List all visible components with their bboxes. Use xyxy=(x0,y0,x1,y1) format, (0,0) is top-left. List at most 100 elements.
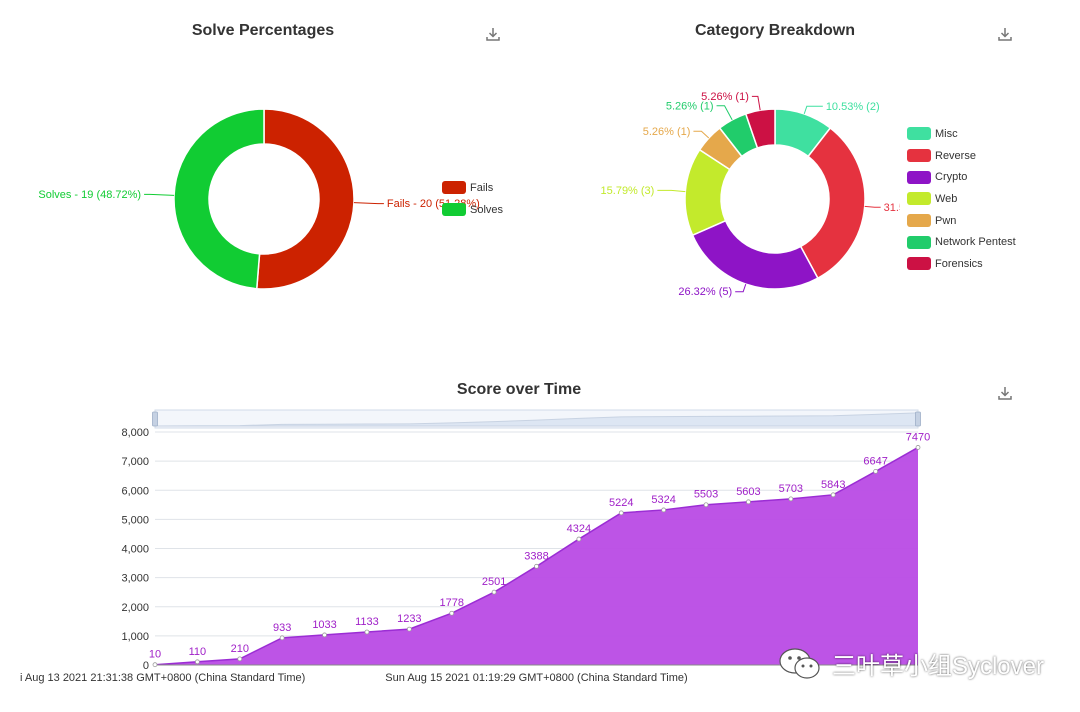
legend-item-pwn[interactable]: Pwn xyxy=(907,210,1016,232)
y-tick-label: 3,000 xyxy=(121,573,149,585)
legend-label: Forensics xyxy=(935,258,983,270)
legend-swatch xyxy=(907,127,931,140)
y-tick-label: 8,000 xyxy=(121,427,149,439)
slice-solves[interactable] xyxy=(174,109,264,289)
label-forensics: 5.26% (1) xyxy=(701,91,749,103)
legend-swatch xyxy=(442,181,466,194)
data-label: 7470 xyxy=(906,431,930,443)
x-tick-label: Sun Aug 15 2021 01:19:29 GMT+0800 (China… xyxy=(385,672,687,684)
y-tick-label: 5,000 xyxy=(121,514,149,526)
legend-label: Misc xyxy=(935,128,958,140)
data-point[interactable] xyxy=(831,493,835,497)
data-point[interactable] xyxy=(916,445,920,449)
label-line-reverse xyxy=(865,206,881,207)
legend-label: Network Pentest xyxy=(935,236,1016,248)
data-label: 4324 xyxy=(567,523,591,535)
legend-item-misc[interactable]: Misc xyxy=(907,123,1016,145)
watermark-text: 三叶草小组Syclover xyxy=(832,646,1044,681)
label-line-misc xyxy=(804,106,823,114)
legend-item-solves[interactable]: Solves xyxy=(442,199,503,221)
label-pwn: 5.26% (1) xyxy=(643,126,691,138)
legend-swatch xyxy=(907,171,931,184)
data-point[interactable] xyxy=(195,660,199,664)
y-tick-label: 6,000 xyxy=(121,485,149,497)
category-breakdown-legend: Misc Reverse Crypto Web Pwn Network Pentest Fo… xyxy=(907,123,1016,275)
data-point[interactable] xyxy=(407,627,411,631)
data-label: 6647 xyxy=(863,455,887,467)
legend-swatch xyxy=(442,203,466,216)
legend-item-crypto[interactable]: Crypto xyxy=(907,166,1016,188)
data-point[interactable] xyxy=(704,503,708,507)
legend-swatch xyxy=(907,214,931,227)
data-point[interactable] xyxy=(874,469,878,473)
data-point[interactable] xyxy=(280,636,284,640)
legend-item-web[interactable]: Web xyxy=(907,188,1016,210)
slice-crypto[interactable] xyxy=(693,221,818,289)
legend-item-forensics[interactable]: Forensics xyxy=(907,253,1016,275)
label-line-forensics xyxy=(752,96,760,110)
data-point[interactable] xyxy=(746,500,750,504)
data-point[interactable] xyxy=(662,508,666,512)
data-point[interactable] xyxy=(577,537,581,541)
legend-item-fails[interactable]: Fails xyxy=(442,177,503,199)
solve-percentages-legend: Fails Solves xyxy=(442,177,503,220)
slice-fails[interactable] xyxy=(257,109,354,289)
data-point[interactable] xyxy=(365,630,369,634)
label-line-solves xyxy=(144,194,174,195)
data-label: 1033 xyxy=(312,619,336,631)
label-reverse: 31.58% (6) xyxy=(884,202,900,214)
legend-swatch xyxy=(907,192,931,205)
data-point[interactable] xyxy=(492,590,496,594)
download-icon[interactable] xyxy=(485,26,501,42)
label-crypto: 26.32% (5) xyxy=(678,286,732,298)
label-solves: Solves - 19 (48.72%) xyxy=(38,189,141,201)
data-label: 2501 xyxy=(482,576,506,588)
label-web: 15.79% (3) xyxy=(601,185,655,197)
data-label: 1133 xyxy=(355,616,379,628)
download-icon[interactable] xyxy=(997,26,1013,42)
data-label: 5324 xyxy=(651,494,675,506)
data-label: 3388 xyxy=(524,550,548,562)
data-point[interactable] xyxy=(789,497,793,501)
y-tick-label: 2,000 xyxy=(121,602,149,614)
data-label: 1233 xyxy=(397,613,421,625)
data-label: 933 xyxy=(273,622,291,634)
data-label: 5224 xyxy=(609,497,633,509)
category-breakdown-title: Category Breakdown xyxy=(655,22,895,40)
data-point[interactable] xyxy=(535,564,539,568)
legend-label: Reverse xyxy=(935,150,976,162)
y-tick-label: 7,000 xyxy=(121,456,149,468)
label-line-network-pentest xyxy=(717,106,733,120)
data-label: 5703 xyxy=(779,483,803,495)
zoom-handle-left[interactable] xyxy=(153,412,158,426)
data-label: 210 xyxy=(231,643,249,655)
legend-label: Solves xyxy=(470,204,503,216)
zoom-handle-right[interactable] xyxy=(916,412,921,426)
legend-label: Pwn xyxy=(935,215,956,227)
legend-item-reverse[interactable]: Reverse xyxy=(907,145,1016,167)
data-point[interactable] xyxy=(238,657,242,661)
data-label: 10 xyxy=(149,649,161,661)
zoom-slider[interactable] xyxy=(153,410,921,428)
legend-label: Fails xyxy=(470,182,493,194)
y-tick-label: 0 xyxy=(143,660,149,672)
data-label: 5603 xyxy=(736,486,760,498)
y-tick-label: 1,000 xyxy=(121,631,149,643)
y-tick-label: 4,000 xyxy=(121,544,149,556)
data-point[interactable] xyxy=(619,511,623,515)
wechat-icon xyxy=(778,647,822,681)
legend-label: Web xyxy=(935,193,957,205)
label-line-fails xyxy=(354,203,384,204)
download-icon[interactable] xyxy=(997,385,1013,401)
solve-percentages-title: Solve Percentages xyxy=(163,22,363,40)
score-over-time-title: Score over Time xyxy=(419,381,619,399)
data-point[interactable] xyxy=(153,663,157,667)
legend-swatch xyxy=(907,257,931,270)
data-label: 1778 xyxy=(439,597,463,609)
label-line-crypto xyxy=(735,284,746,292)
data-point[interactable] xyxy=(450,611,454,615)
data-label: 5843 xyxy=(821,479,845,491)
legend-item-network-pentest[interactable]: Network Pentest xyxy=(907,231,1016,253)
data-point[interactable] xyxy=(323,633,327,637)
data-label: 5503 xyxy=(694,489,718,501)
